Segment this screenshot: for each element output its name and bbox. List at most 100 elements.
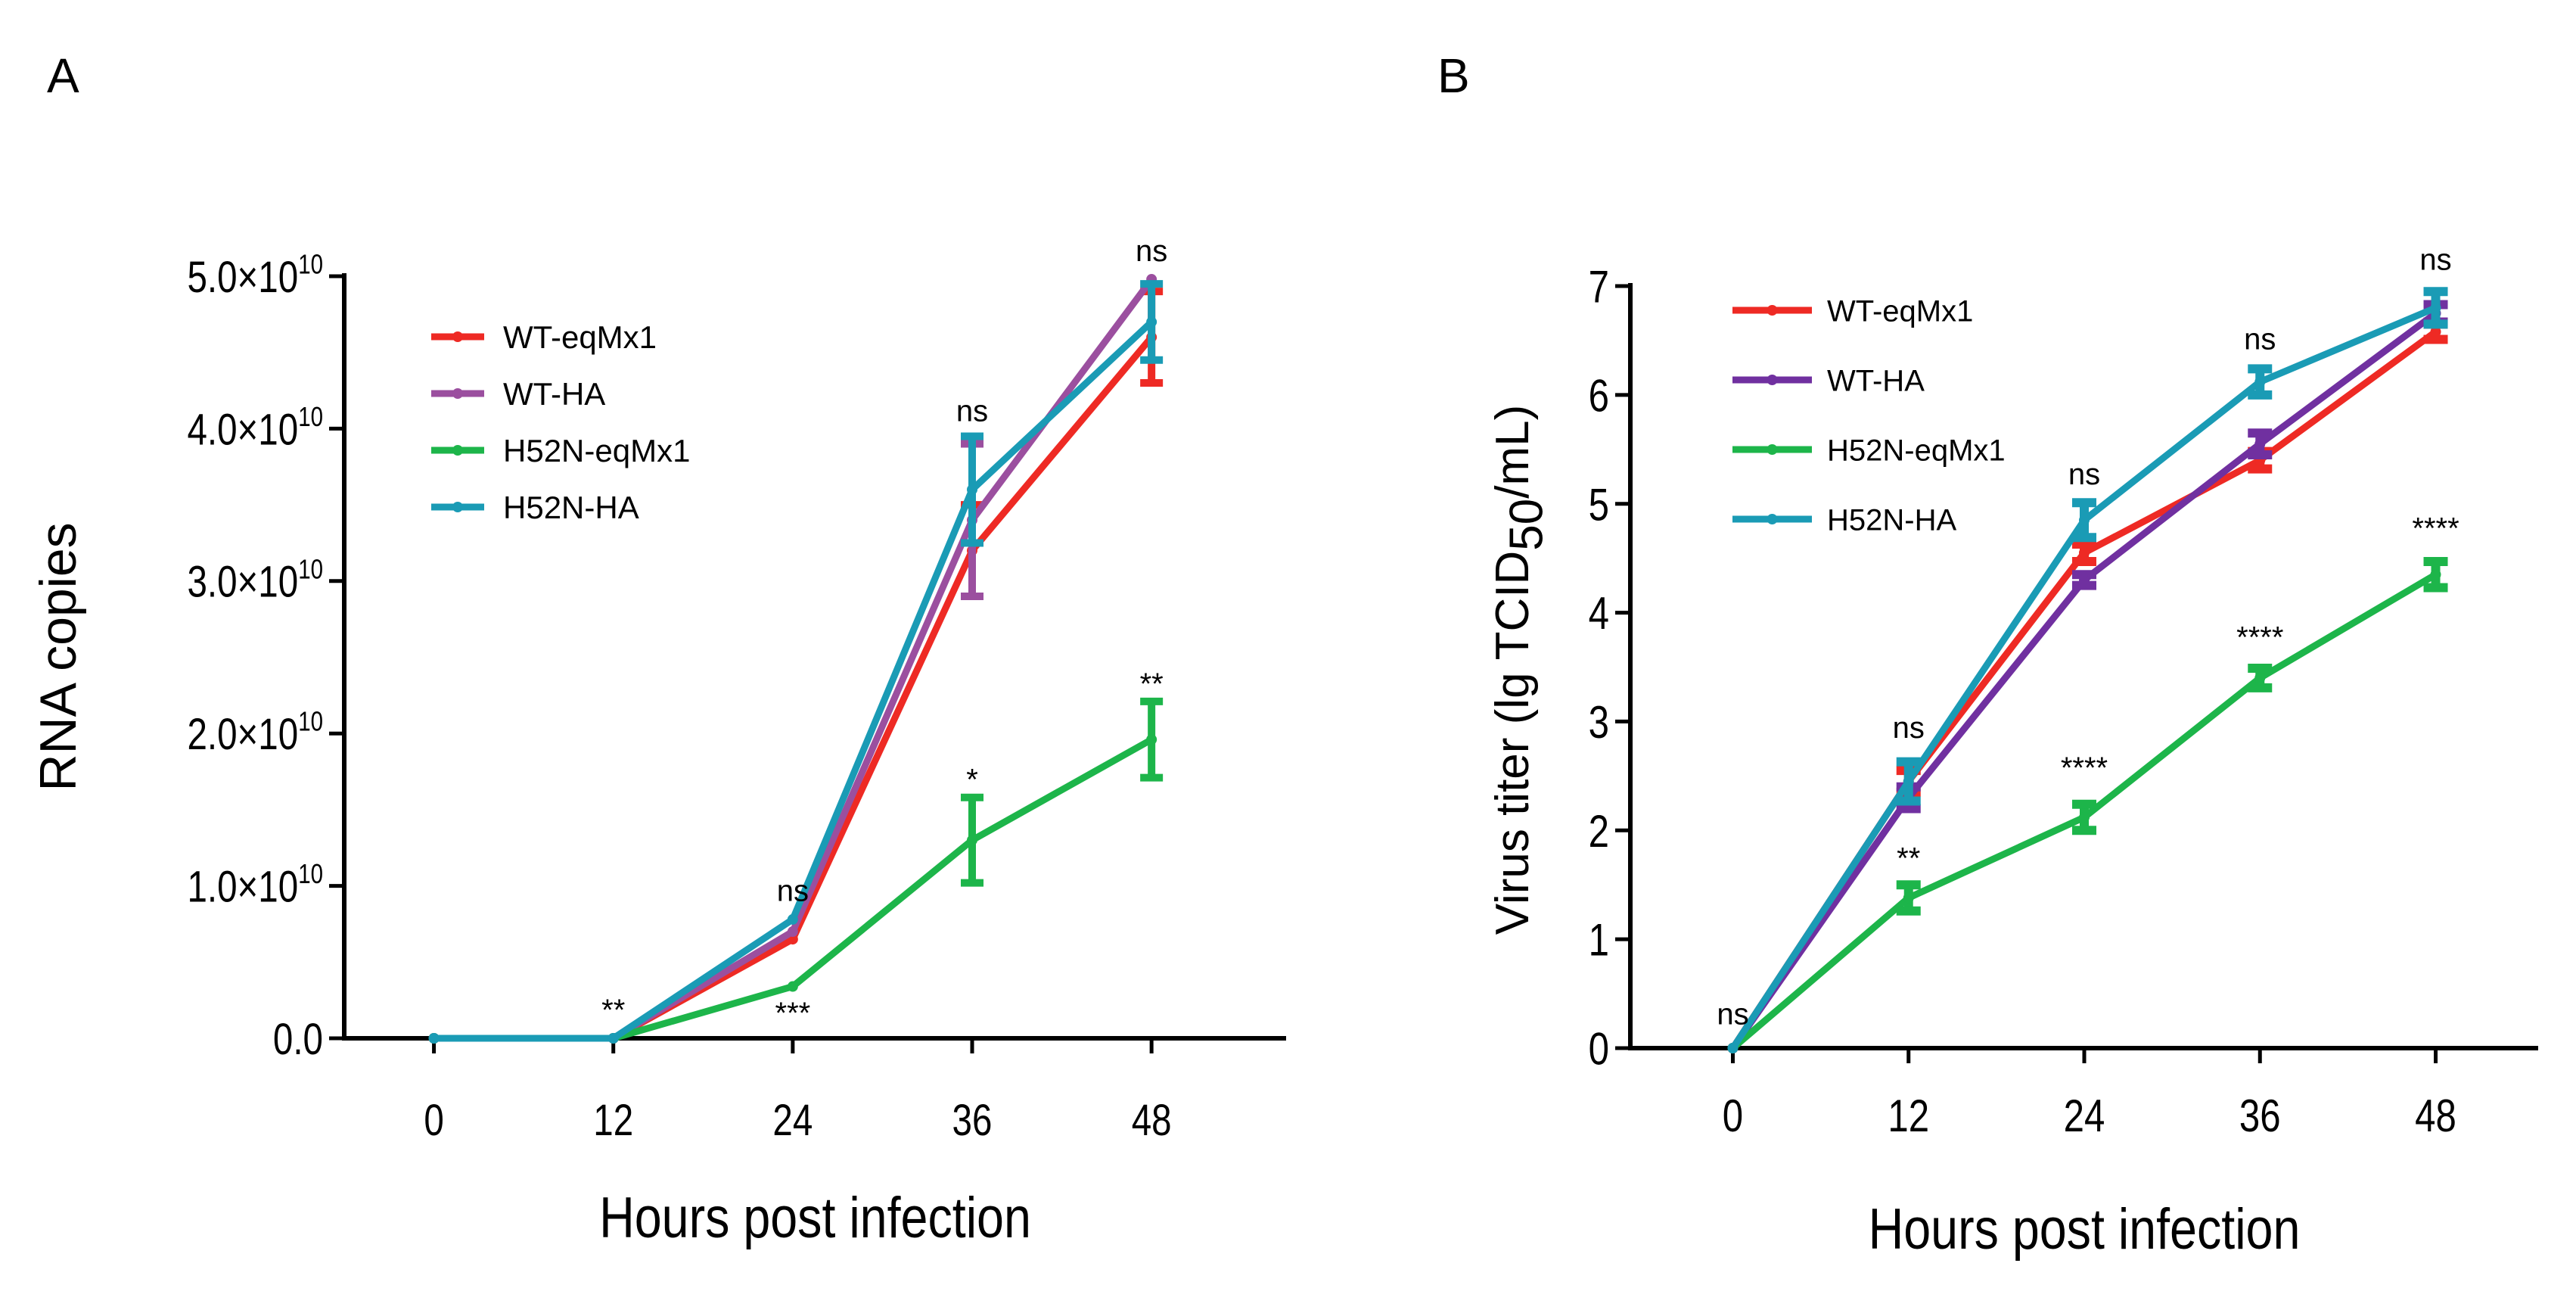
y-tick-multiplier: ×10 <box>238 711 299 760</box>
data-point <box>1727 1043 1739 1053</box>
y-tick-label: 3.0×1010 <box>187 554 323 607</box>
legend-marker <box>452 331 463 342</box>
series-wt-ha <box>1727 300 2448 1053</box>
y-axis-title-subscript: 50 <box>1501 499 1553 551</box>
y-tick-mantissa: 4 <box>1589 587 1609 639</box>
data-point <box>787 981 798 992</box>
significance-label: **** <box>2412 512 2459 546</box>
panel-label: A <box>47 48 79 103</box>
significance-label: ns <box>2068 458 2100 491</box>
significance-label: ns <box>1136 235 1167 268</box>
panel-label: B <box>1437 48 1470 103</box>
data-point <box>2430 302 2441 313</box>
y-tick-label: 3 <box>1589 696 1609 748</box>
legend-marker <box>1767 375 1778 385</box>
data-point <box>2254 438 2266 450</box>
y-tick-label: 4 <box>1589 587 1609 639</box>
data-point <box>967 484 977 495</box>
significance-label: ns <box>2244 322 2276 356</box>
legend-label: H52N-eqMx1 <box>503 433 690 468</box>
significance-label: ns <box>2419 243 2451 276</box>
legend-label: H52N-HA <box>503 490 639 525</box>
y-tick-label: 1.0×1010 <box>187 858 323 911</box>
data-point <box>2079 515 2090 526</box>
y-tick-label: 5 <box>1589 479 1609 530</box>
y-tick-mantissa: 5.0 <box>187 253 237 302</box>
x-tick-label: 36 <box>952 1097 993 1146</box>
y-tick-label: 7 <box>1589 261 1609 313</box>
y-tick-multiplier: ×10 <box>238 406 299 455</box>
legend-marker <box>1767 444 1778 455</box>
legend-label: H52N-HA <box>1827 503 1956 537</box>
data-point <box>2079 574 2090 586</box>
x-tick-label: 24 <box>772 1097 813 1146</box>
y-tick-exponent: 10 <box>298 706 323 736</box>
x-tick-label: 48 <box>2415 1090 2456 1141</box>
y-tick-mantissa: 5 <box>1589 479 1609 530</box>
legend-marker <box>452 388 463 399</box>
y-tick-label: 5.0×1010 <box>187 249 323 302</box>
y-tick-mantissa: 4.0 <box>187 406 237 455</box>
data-point <box>2254 672 2266 683</box>
significance-label: ns <box>777 875 809 908</box>
x-tick-label: 36 <box>2239 1090 2281 1141</box>
y-tick-mantissa: 1.0 <box>187 863 237 912</box>
y-tick-label: 2 <box>1589 805 1609 857</box>
y-tick-mantissa: 2.0 <box>187 711 237 760</box>
significance-label: * <box>966 764 978 797</box>
series-line <box>1729 304 2438 1050</box>
data-point <box>1903 892 1914 904</box>
x-tick-label: 0 <box>1723 1090 1743 1141</box>
significance-label: **** <box>2061 751 2108 785</box>
y-tick-exponent: 10 <box>298 554 323 584</box>
x-tick-label: 24 <box>2064 1090 2105 1141</box>
significance-label: ** <box>601 994 625 1027</box>
y-tick-label: 0 <box>1589 1023 1609 1075</box>
legend-marker <box>452 502 463 512</box>
data-point <box>787 913 798 925</box>
y-tick-mantissa: 0.0 <box>273 1015 323 1064</box>
series-h52n-eqmx1 <box>428 697 1164 1044</box>
data-point <box>2430 326 2441 338</box>
legend-label: WT-HA <box>1827 364 1925 397</box>
y-tick-label: 0.0 <box>273 1015 323 1064</box>
legend-marker <box>452 445 463 456</box>
x-tick-label: 12 <box>1888 1090 1929 1141</box>
y-tick-exponent: 10 <box>298 858 323 888</box>
y-axis-title-main: Virus titer (lg TCID <box>1487 551 1539 935</box>
data-point <box>607 1033 619 1044</box>
y-axis-title-tail: /mL) <box>1487 405 1539 499</box>
y-tick-multiplier: ×10 <box>238 253 299 302</box>
y-axis-title: Virus titer (lg TCID50/mL) <box>1487 405 1553 935</box>
series-h52n-ha <box>428 280 1164 1044</box>
significance-label: ns <box>1717 997 1748 1031</box>
y-tick-multiplier: ×10 <box>238 558 299 607</box>
x-axis-title: Hours post infection <box>1869 1196 2301 1261</box>
x-axis-title: Hours post infection <box>599 1185 1031 1249</box>
y-tick-label: 1 <box>1589 914 1609 966</box>
y-tick-label: 6 <box>1589 370 1609 422</box>
data-point <box>967 835 977 846</box>
data-point <box>1146 734 1157 745</box>
y-tick-exponent: 10 <box>298 249 323 279</box>
series-h52n-ha <box>1727 287 2448 1053</box>
y-tick-mantissa: 2 <box>1589 805 1609 857</box>
data-point <box>2079 812 2090 823</box>
data-point <box>2430 569 2441 580</box>
series-h52n-eqmx1 <box>1727 556 2448 1053</box>
significance-label: *** <box>775 997 811 1030</box>
y-tick-mantissa: 3 <box>1589 696 1609 748</box>
data-point <box>1146 316 1157 328</box>
x-tick-label: 12 <box>593 1097 633 1146</box>
legend-marker <box>1767 305 1778 316</box>
legend-marker <box>1767 514 1778 524</box>
y-tick-multiplier: ×10 <box>238 863 299 912</box>
significance-label: ** <box>1897 842 1920 876</box>
data-point <box>2079 547 2090 558</box>
legend-label: WT-eqMx1 <box>503 319 657 355</box>
data-point <box>2254 376 2266 387</box>
y-tick-mantissa: 0 <box>1589 1023 1609 1075</box>
significance-label: ns <box>1893 711 1925 745</box>
